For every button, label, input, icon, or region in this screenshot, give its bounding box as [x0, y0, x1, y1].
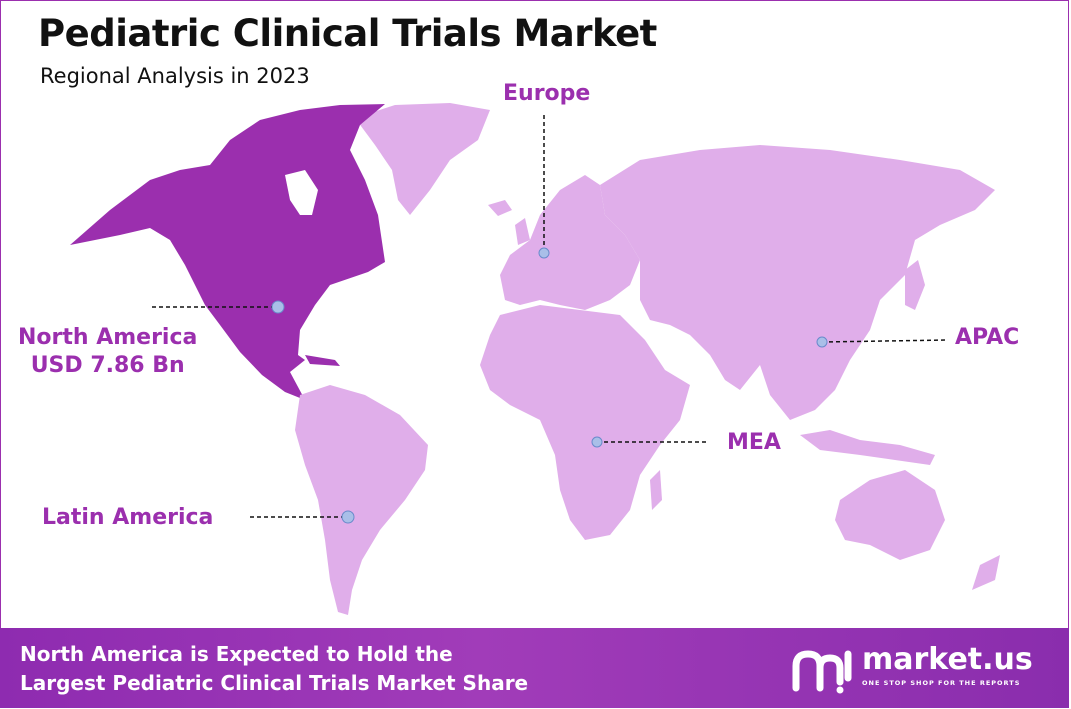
footer-line-1: North America is Expected to Hold the [20, 642, 453, 666]
mea-label: MEA [727, 430, 781, 455]
greenland-shape [355, 103, 490, 215]
latin-america-label: Latin America [42, 505, 214, 530]
japan-shape [905, 260, 925, 310]
se-asia-islands-shape [800, 430, 935, 465]
north-america-value: USD 7.86 Bn [30, 353, 185, 378]
asia-shape [600, 145, 995, 420]
iceland-shape [488, 200, 512, 216]
brand-name: market.us [862, 642, 1033, 677]
north-america-marker [271, 300, 285, 314]
uk-shape [515, 218, 530, 245]
latin-america-marker [341, 510, 355, 524]
apac-leader [821, 339, 949, 343]
europe-label: Europe [503, 81, 591, 106]
australia-shape [835, 470, 945, 560]
caribbean-shape [305, 355, 340, 366]
footer-banner: North America is Expected to Hold the La… [0, 628, 1069, 708]
hudson-bay [285, 170, 318, 215]
apac-marker [816, 336, 828, 348]
footer-text: North America is Expected to Hold the La… [20, 640, 528, 698]
footer-line-2: Largest Pediatric Clinical Trials Market… [20, 671, 529, 695]
europe-shape [500, 175, 640, 310]
north-america-label: North America USD 7.86 Bn [18, 324, 197, 380]
north-america-name: North America [18, 325, 198, 350]
new-zealand-shape [972, 555, 1000, 590]
page-subtitle: Regional Analysis in 2023 [40, 64, 310, 88]
mea-marker [591, 436, 603, 448]
apac-label: APAC [955, 325, 1020, 350]
madagascar-shape [650, 470, 662, 510]
latin-america-shape [295, 385, 428, 615]
africa-shape [480, 305, 690, 540]
brand-tagline: ONE STOP SHOP FOR THE REPORTS [862, 679, 1021, 687]
world-map [70, 103, 1000, 615]
page-title: Pediatric Clinical Trials Market [38, 12, 657, 55]
market-us-logo-icon [792, 650, 852, 694]
europe-marker [538, 247, 550, 259]
